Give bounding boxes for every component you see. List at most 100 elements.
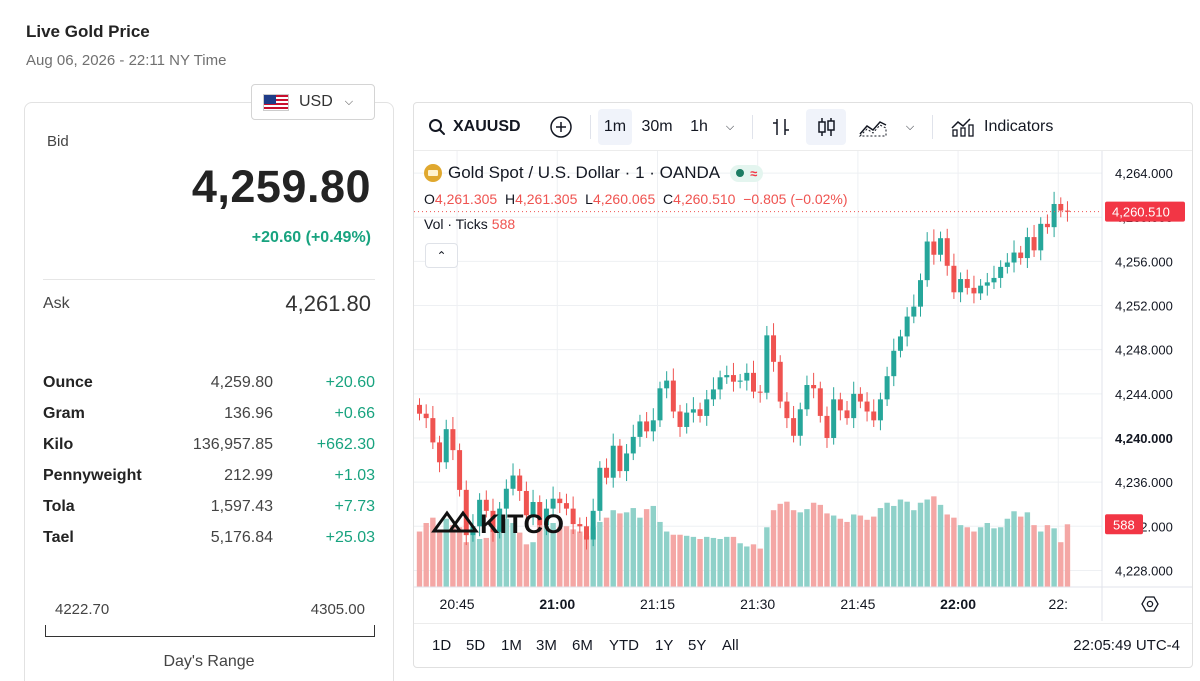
volume-bar — [657, 521, 663, 587]
volume-bar — [1064, 524, 1071, 587]
range-1d-button[interactable]: 1D — [432, 637, 452, 654]
candle-body — [677, 411, 683, 427]
bar-chart-type-button[interactable] — [764, 109, 798, 145]
low-label: L — [585, 191, 593, 207]
volume-bar — [790, 510, 797, 587]
candle-body — [670, 380, 676, 412]
collapse-legend-button[interactable]: ⌃ — [425, 243, 458, 268]
volume-bar — [710, 537, 717, 587]
candle-body — [744, 372, 750, 381]
volume-bar — [717, 539, 723, 587]
candle-body — [724, 375, 730, 378]
candle-body — [610, 445, 616, 478]
candle-body — [811, 385, 817, 389]
volume-bar — [543, 526, 550, 587]
range-all-button[interactable]: All — [722, 637, 739, 654]
symbol-label: XAUUSD — [453, 118, 521, 135]
bid-change: +20.60 (+0.49%) — [251, 229, 371, 246]
chart-settings-icon[interactable] — [1141, 596, 1159, 612]
interval-1h-button[interactable]: 1h — [684, 109, 714, 145]
volume-bar — [1044, 525, 1051, 587]
range-1y-button[interactable]: 1Y — [655, 637, 674, 654]
volume-bar — [830, 515, 837, 587]
candle-body — [991, 277, 997, 283]
range-1m-button[interactable]: 1M — [501, 637, 522, 654]
unit-name: Pennyweight — [43, 466, 142, 484]
last-volume-badge — [1105, 514, 1143, 535]
chart-clock: 22:05:49 UTC-4 — [1073, 637, 1180, 654]
interval-30m-button[interactable]: 30m — [638, 109, 676, 145]
volume-bar — [677, 534, 683, 587]
unit-name: Gram — [43, 404, 85, 422]
candle-body — [904, 316, 910, 337]
volume-bar — [851, 514, 857, 587]
unit-row-gram: Gram 136.96 +0.66 — [43, 398, 375, 429]
candle-body — [857, 393, 863, 402]
interval-dropdown-button[interactable]: ⌵ — [718, 109, 742, 145]
chevron-down-icon: ⌵ — [725, 120, 735, 133]
volume-bar — [690, 536, 697, 587]
range-ytd-button[interactable]: YTD — [609, 637, 639, 654]
area-chart-type-button[interactable] — [856, 109, 890, 145]
toolbar-separator — [752, 115, 753, 139]
range-5d-button[interactable]: 5D — [466, 637, 486, 654]
volume-bar — [450, 525, 456, 587]
volume-bar — [951, 517, 957, 587]
x-tick-label: 21:45 — [840, 596, 875, 612]
candle-body — [971, 287, 977, 294]
interval-label: 1h — [690, 118, 708, 135]
chart-type-dropdown-button[interactable]: ⌵ — [900, 109, 920, 145]
volume-bar — [430, 517, 436, 587]
volume-bar — [416, 531, 423, 587]
price-chart[interactable]: 4,264.0004,260.0004,256.0004,252.0004,24… — [414, 151, 1193, 621]
volume-bar — [750, 544, 757, 587]
volume-value: 588 — [491, 216, 516, 232]
indicators-button[interactable]: Indicators — [946, 109, 1057, 145]
candle-body — [831, 399, 837, 438]
candle-body — [417, 404, 422, 414]
unit-price: 4,259.80 — [210, 373, 273, 391]
volume-bar — [984, 523, 990, 587]
volume-bar — [757, 548, 763, 587]
candle-body — [757, 391, 763, 393]
volume-bar — [577, 531, 583, 587]
volume-bar — [971, 531, 977, 587]
currency-select[interactable]: USD ⌵ — [251, 84, 375, 120]
candle-body — [871, 411, 877, 421]
candle-body — [483, 499, 489, 511]
market-status-badge[interactable]: ≈ — [730, 164, 764, 182]
candlestick-icon — [818, 118, 835, 136]
unit-change: +25.03 — [325, 528, 375, 546]
interval-1m-button[interactable]: 1m — [598, 109, 632, 145]
volume-bar — [470, 532, 476, 587]
chart-toolbar: XAUUSD 1m 30m 1h ⌵ — [414, 103, 1192, 151]
candle-body — [938, 238, 944, 255]
search-icon — [429, 119, 445, 135]
volume-bar — [443, 518, 449, 587]
candle-body — [984, 282, 990, 286]
candle-body — [958, 279, 964, 293]
volume-bar — [844, 521, 850, 587]
candle-body — [423, 413, 429, 419]
candle-body — [657, 388, 663, 421]
range-3m-button[interactable]: 3M — [536, 637, 557, 654]
volume-bar — [630, 508, 636, 587]
compare-symbol-button[interactable] — [546, 109, 576, 145]
range-6m-button[interactable]: 6M — [572, 637, 593, 654]
volume-bar — [817, 504, 823, 587]
volume-bar — [617, 513, 623, 587]
divider — [43, 279, 375, 280]
candle-body — [944, 238, 950, 266]
range-5y-button[interactable]: 5Y — [688, 637, 707, 654]
close-label: C — [663, 191, 674, 207]
candle-chart-type-button[interactable] — [806, 109, 846, 145]
candle-body — [537, 502, 543, 526]
chevron-up-icon: ⌃ — [436, 248, 447, 263]
volume-bar — [1004, 518, 1011, 587]
candle-body — [924, 241, 930, 281]
symbol-search[interactable]: XAUUSD — [424, 109, 525, 145]
candle-body — [891, 350, 897, 377]
candle-body — [951, 265, 957, 293]
unit-name: Ounce — [43, 373, 93, 391]
day-range-label: Day's Range — [163, 653, 255, 670]
